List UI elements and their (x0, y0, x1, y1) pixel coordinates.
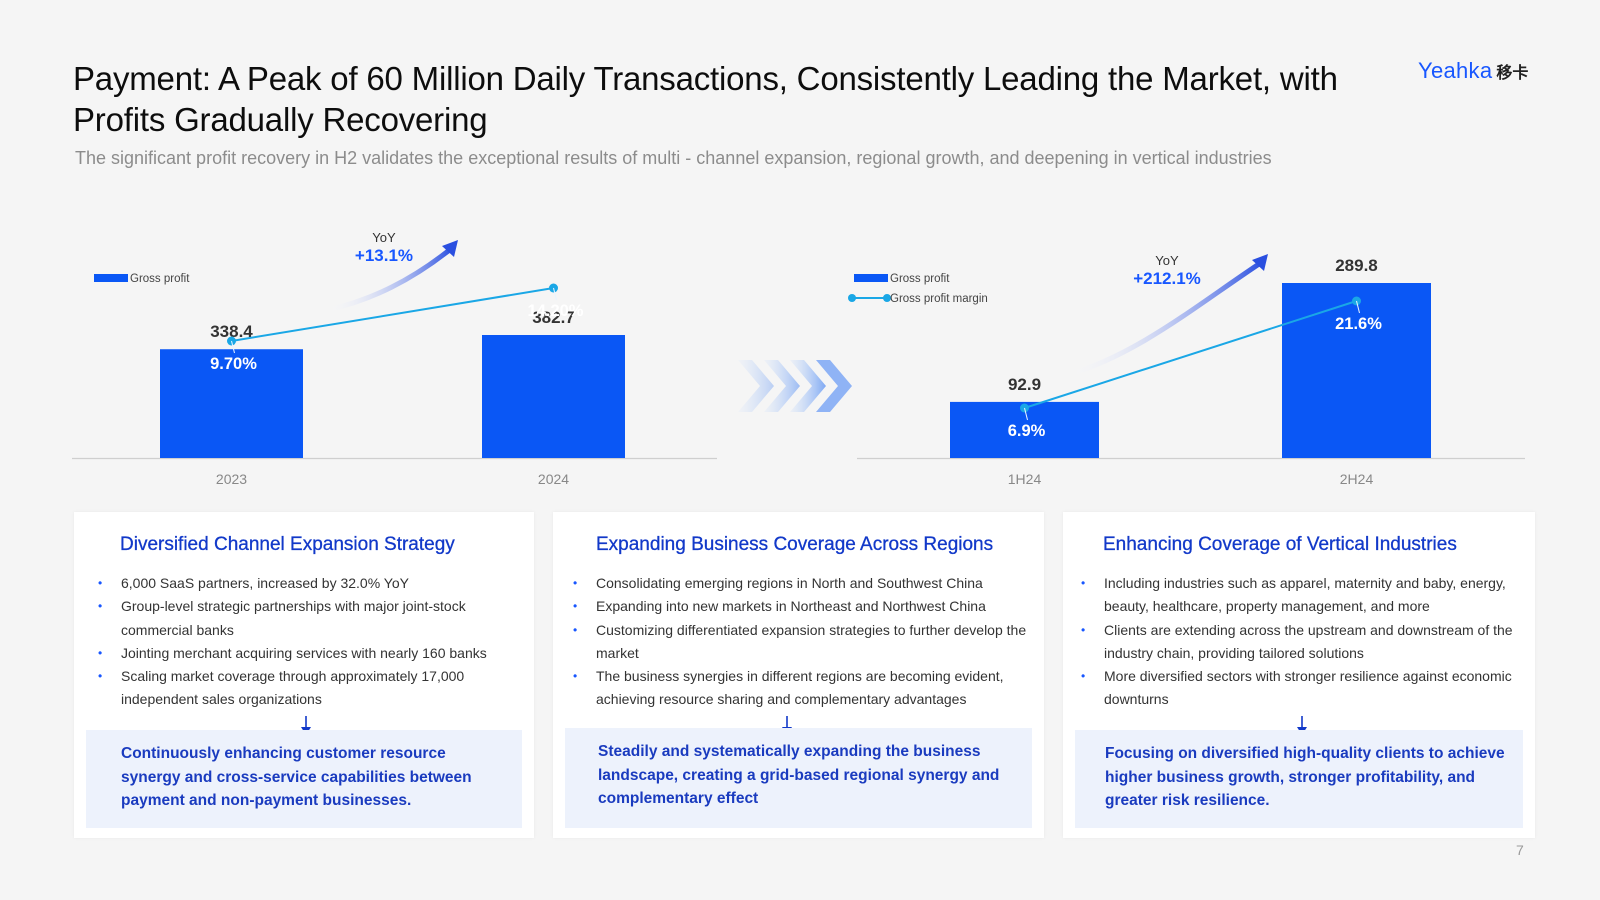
yoy-label: YoY (372, 230, 396, 245)
x-tick-label: 1H24 (1008, 471, 1042, 487)
card-title: Enhancing Coverage of Vertical Industrie… (1103, 534, 1457, 555)
growth-arrow-icon (1064, 259, 1265, 378)
bullet-item: Scaling market coverage through approxim… (98, 665, 518, 712)
margin-value-label: 6.9% (1008, 422, 1046, 440)
bullet-list: Including industries such as apparel, ma… (1081, 572, 1521, 712)
chart-half-year-gross-profit: Gross profit Gross profit margin 92.9 1H24 2… (848, 215, 1525, 495)
margin-leader-line (1024, 407, 1028, 421)
bullet-item: Customizing differentiated expansion str… (573, 619, 1028, 666)
card-channel-expansion: Diversified Channel Expansion Strategy 6… (74, 512, 534, 838)
summary-box: Continuously enhancing customer resource… (86, 730, 522, 828)
bullet-item: 6,000 SaaS partners, increased by 32.0% … (98, 572, 518, 596)
card-title: Expanding Business Coverage Across Regio… (596, 534, 994, 555)
page-subtitle: The significant profit recovery in H2 va… (75, 148, 1272, 168)
margin-leader-line (231, 340, 235, 354)
transition-chevrons-icon (738, 360, 858, 417)
margin-value-label: 21.6% (1335, 315, 1382, 333)
legend-label-margin: Gross profit margin (890, 293, 988, 305)
card-regional-coverage: Expanding Business Coverage Across Regio… (553, 512, 1044, 838)
summary-box: Focusing on diversified high-quality cli… (1075, 730, 1523, 828)
bullet-item: Expanding into new markets in Northeast … (573, 595, 1028, 619)
bullet-item: Including industries such as apparel, ma… (1081, 572, 1521, 619)
growth-arrow-icon (324, 245, 455, 313)
bullet-item: Consolidating emerging regions in North … (573, 572, 1028, 596)
chart-annual-svg: Gross profit 338.4 2023 382.7 2024 9.70% 14.20… (72, 230, 717, 487)
chart-half-year-svg: Gross profit Gross profit margin 92.9 1H24 2… (848, 253, 1525, 487)
growth-arrowhead-icon (442, 240, 458, 257)
yoy-value: +13.1% (355, 246, 413, 265)
margin-leader-line (1356, 300, 1360, 314)
bar-gross-profit (482, 335, 625, 458)
page-title: Payment: A Peak of 60 Million Daily Tran… (73, 60, 1338, 138)
bar-value-label: 382.7 (532, 308, 575, 327)
bullet-item: More diversified sectors with stronger r… (1081, 665, 1521, 712)
legend-dot-margin (848, 294, 856, 302)
bar-gross-profit (1282, 283, 1431, 458)
bullet-item: Group-level strategic partnerships with … (98, 595, 518, 642)
x-tick-label: 2024 (538, 471, 569, 487)
summary-text: Continuously enhancing customer resource… (121, 745, 472, 809)
yoy-label: YoY (1155, 253, 1179, 268)
bullet-item: The business synergies in different regi… (573, 665, 1028, 712)
summary-text: Focusing on diversified high-quality cli… (1105, 745, 1505, 809)
bar-value-label: 338.4 (210, 322, 253, 341)
bullet-list: 6,000 SaaS partners, increased by 32.0% … (98, 572, 518, 712)
summary-box: Steadily and systematically expanding th… (565, 728, 1032, 828)
bullet-item: Clients are extending across the upstrea… (1081, 619, 1521, 666)
x-tick-label: 2H24 (1340, 471, 1374, 487)
bar-value-label: 289.8 (1335, 256, 1378, 275)
bar-gross-profit (160, 349, 303, 458)
margin-line (1024, 300, 1357, 409)
margin-line (231, 287, 554, 342)
margin-value-label: 9.70% (210, 355, 257, 373)
yoy-value: +212.1% (1133, 269, 1201, 288)
legend-swatch-gross-profit (94, 274, 128, 282)
growth-arrowhead-icon (1252, 254, 1268, 271)
card-vertical-industries: Enhancing Coverage of Vertical Industrie… (1063, 512, 1535, 838)
legend-label-gross-profit: Gross profit (130, 273, 190, 285)
yeahka-logo: Yeahka 移卡 (1418, 58, 1528, 84)
summary-text: Steadily and systematically expanding th… (598, 743, 1000, 807)
bullet-item: Jointing merchant acquiring services wit… (98, 642, 518, 666)
legend-swatch-gross-profit (854, 274, 888, 282)
chart-annual-gross-profit: Gross profit 338.4 2023 382.7 2024 9.70% 14.20… (72, 215, 717, 495)
legend-dot-margin (883, 294, 891, 302)
logo-text-cn: 移卡 (1496, 65, 1529, 82)
page-number: 7 (1516, 842, 1524, 858)
x-tick-label: 2023 (216, 471, 247, 487)
margin-leader-line (553, 287, 557, 301)
logo-text: Yeahka (1418, 58, 1493, 83)
legend-label-gross-profit: Gross profit (890, 273, 950, 285)
margin-value-label: 14.20% (528, 302, 584, 320)
bullet-list: Consolidating emerging regions in North … (573, 572, 1028, 712)
bar-value-label: 92.9 (1008, 375, 1041, 394)
card-title: Diversified Channel Expansion Strategy (120, 534, 455, 555)
